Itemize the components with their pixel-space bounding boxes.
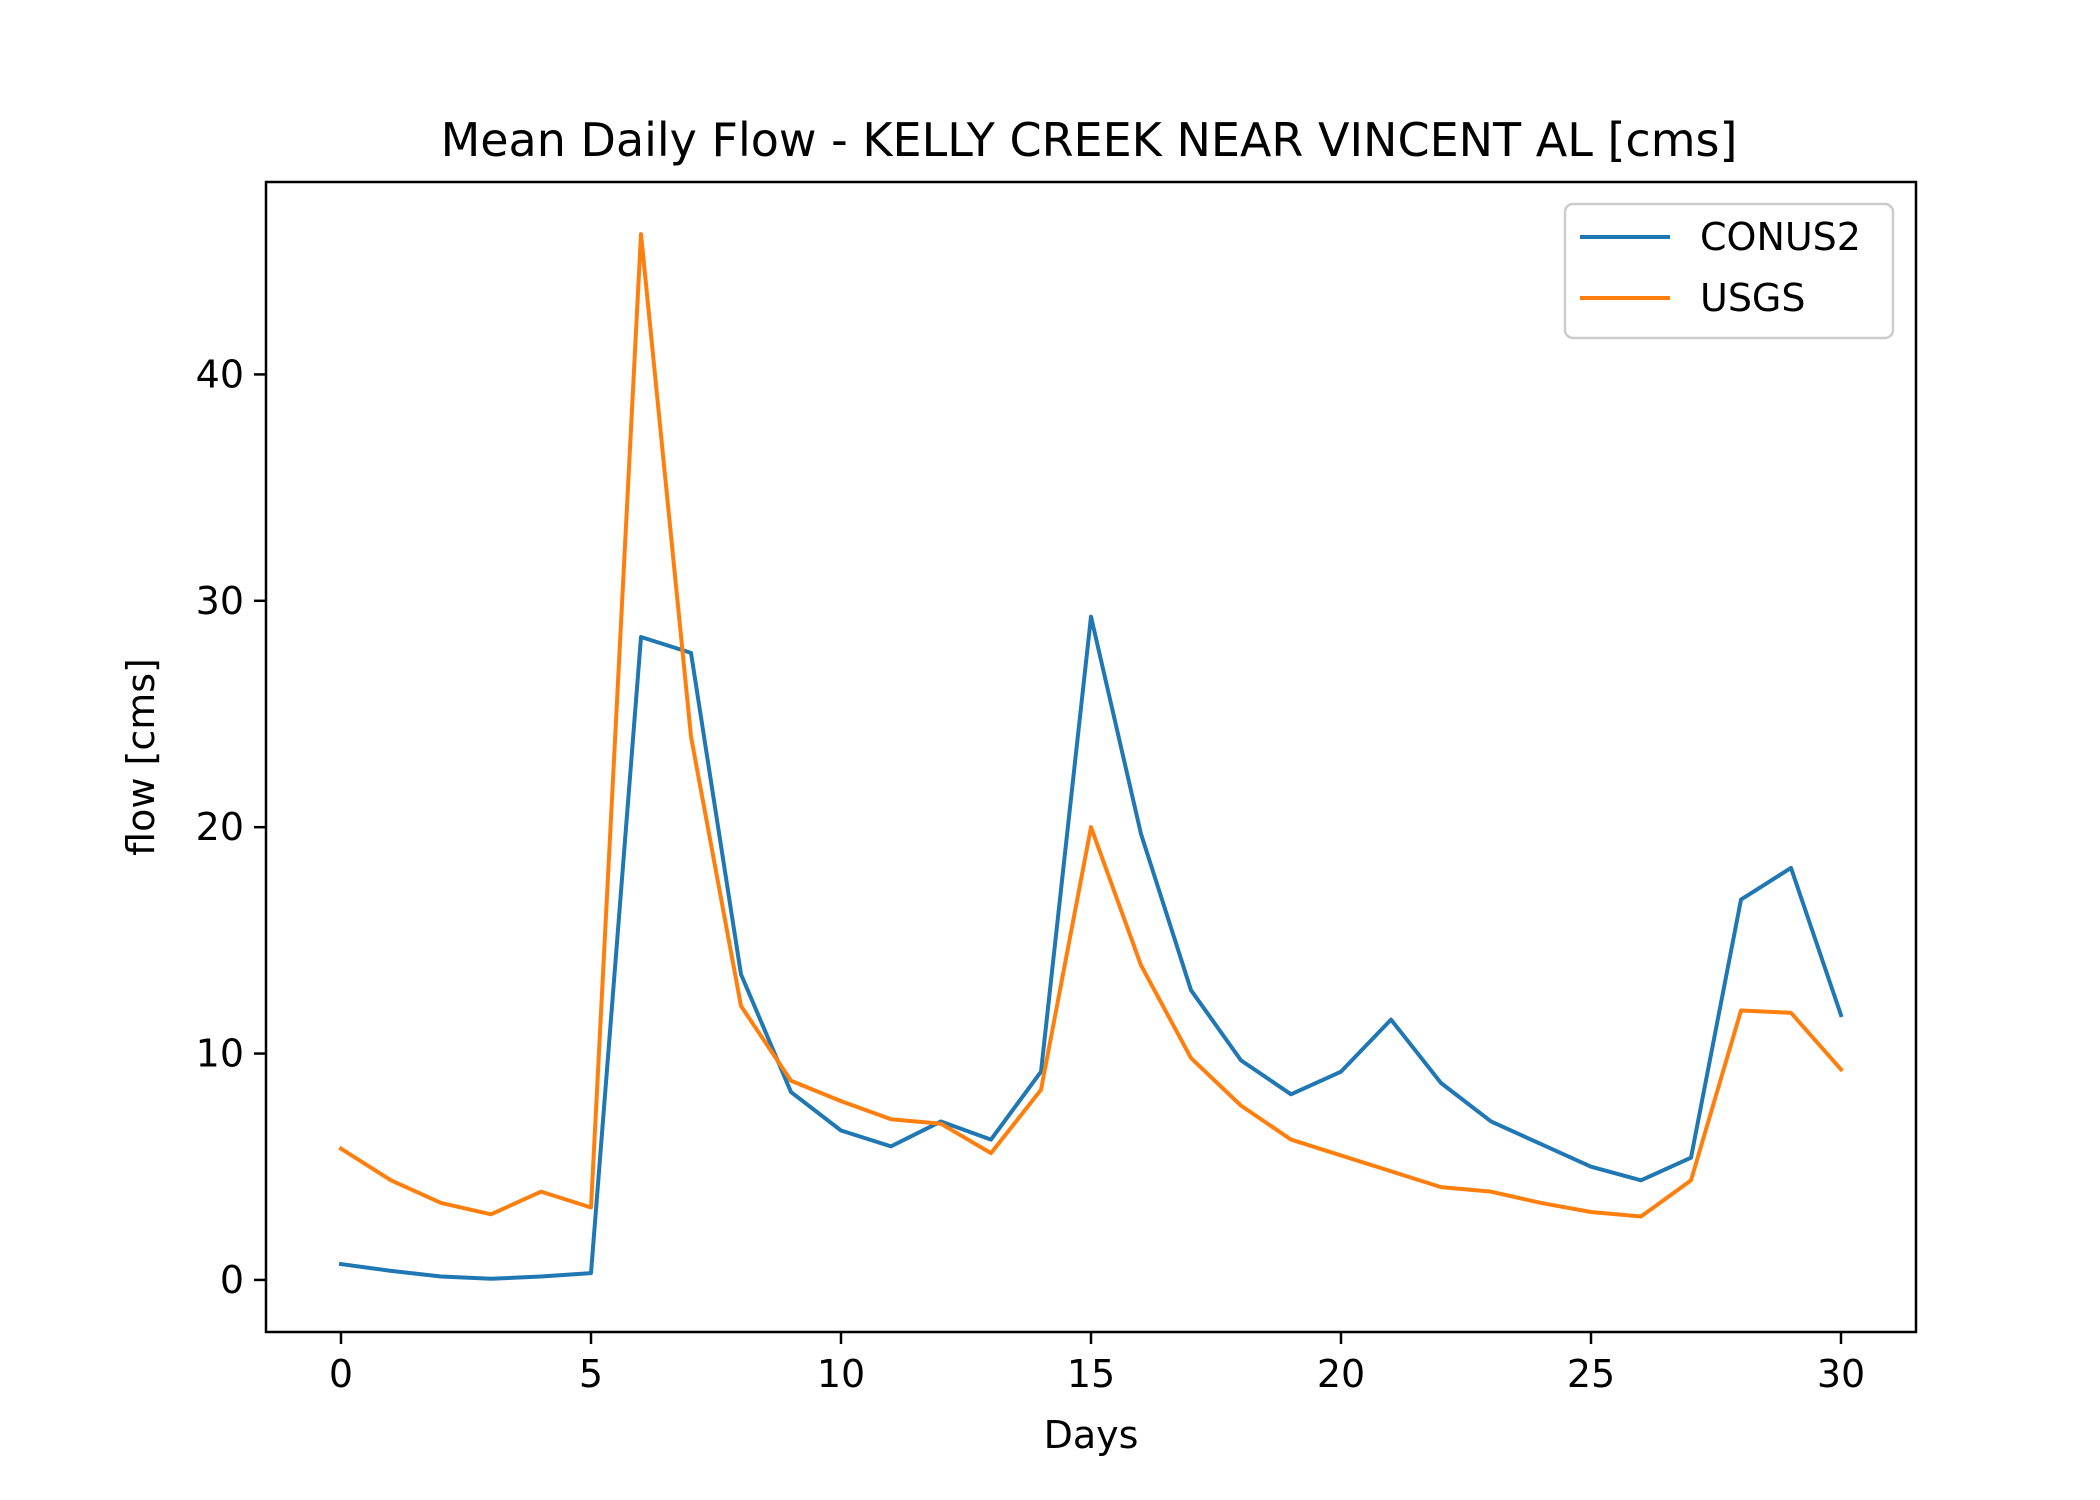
x-tick-label: 20	[1317, 1352, 1365, 1396]
y-tick-label: 0	[220, 1258, 244, 1302]
x-tick-label: 0	[329, 1352, 353, 1396]
x-tick-label: 30	[1817, 1352, 1865, 1396]
legend-label-conus2: CONUS2	[1700, 215, 1861, 259]
y-tick-label: 20	[196, 805, 244, 849]
y-tick-label: 10	[196, 1032, 244, 1076]
x-axis-ticks: 0 5 10 15 20 25 30	[329, 1332, 1865, 1396]
series-lines	[338, 232, 1844, 1281]
x-tick-label: 10	[817, 1352, 865, 1396]
series-line-conus2	[338, 614, 1844, 1281]
y-axis-label: flow [cms]	[119, 658, 163, 856]
series-line-usgs	[338, 232, 1844, 1219]
y-tick-label: 30	[196, 579, 244, 623]
x-tick-label: 15	[1067, 1352, 1115, 1396]
x-tick-label: 5	[579, 1352, 603, 1396]
y-axis-ticks: 0 10 20 30 40	[196, 352, 266, 1302]
legend: CONUS2 USGS	[1563, 202, 1895, 340]
legend-label-usgs: USGS	[1700, 276, 1806, 320]
chart-title: Mean Daily Flow - KELLY CREEK NEAR VINCE…	[441, 113, 1738, 167]
x-tick-label: 25	[1567, 1352, 1615, 1396]
x-axis-label: Days	[1044, 1413, 1139, 1457]
y-tick-label: 40	[196, 352, 244, 396]
